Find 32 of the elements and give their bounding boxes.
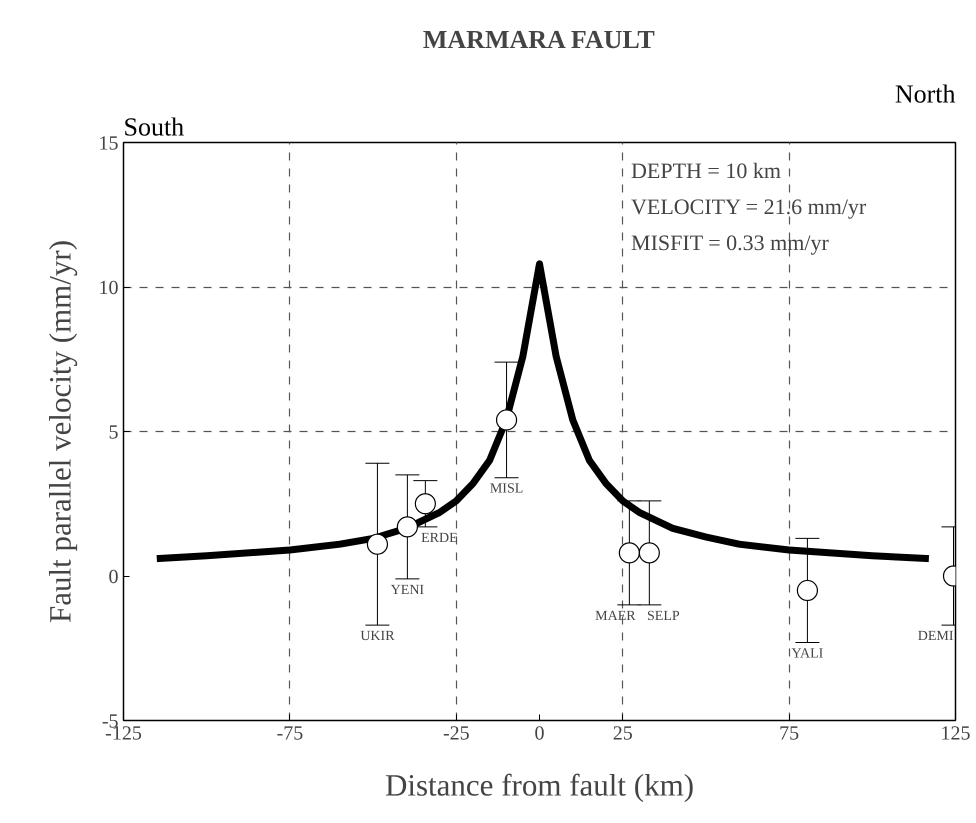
y-tick-label: 0 (108, 566, 118, 588)
x-tick-label: 75 (779, 722, 800, 744)
point (618, 542, 640, 564)
annotation: VELOCITY = 21.6 mm/yr (631, 194, 867, 219)
annotation: ERDE (421, 530, 458, 546)
point (414, 493, 436, 514)
point (366, 534, 388, 555)
x-tick-label: -25 (442, 722, 470, 744)
text: North (894, 80, 956, 108)
x-tick-label: 25 (612, 722, 633, 744)
point (396, 516, 418, 538)
annotation: YALI (791, 646, 824, 662)
annotation: UKIR (360, 629, 396, 644)
annotation: MISL (490, 482, 524, 497)
y-axis-title: Fault parallel velocity (mm/yr) (42, 240, 78, 624)
annotation: SELP (646, 608, 680, 624)
y-tick-label: 15 (98, 132, 118, 154)
x-tick-label: 0 (534, 722, 544, 744)
x-tick-label: -75 (276, 722, 304, 744)
y-tick-label: 5 (108, 422, 118, 444)
x-tick-label: 125 (940, 722, 970, 744)
text: South (124, 112, 184, 142)
point (796, 580, 818, 602)
annotation: DEMI (918, 629, 954, 644)
x-axis-title: Distance from fault (km) (384, 768, 694, 802)
annotation: DEPTH = 10 km (631, 158, 781, 183)
annotation: MISFIT = 0.33 mm/yr (631, 230, 830, 255)
chart-title: MARMARA FAULT (422, 25, 655, 54)
annotation: YENI (390, 582, 424, 598)
y-tick-label: 10 (98, 277, 118, 299)
annotation: MAER (595, 608, 636, 624)
point (496, 409, 518, 431)
